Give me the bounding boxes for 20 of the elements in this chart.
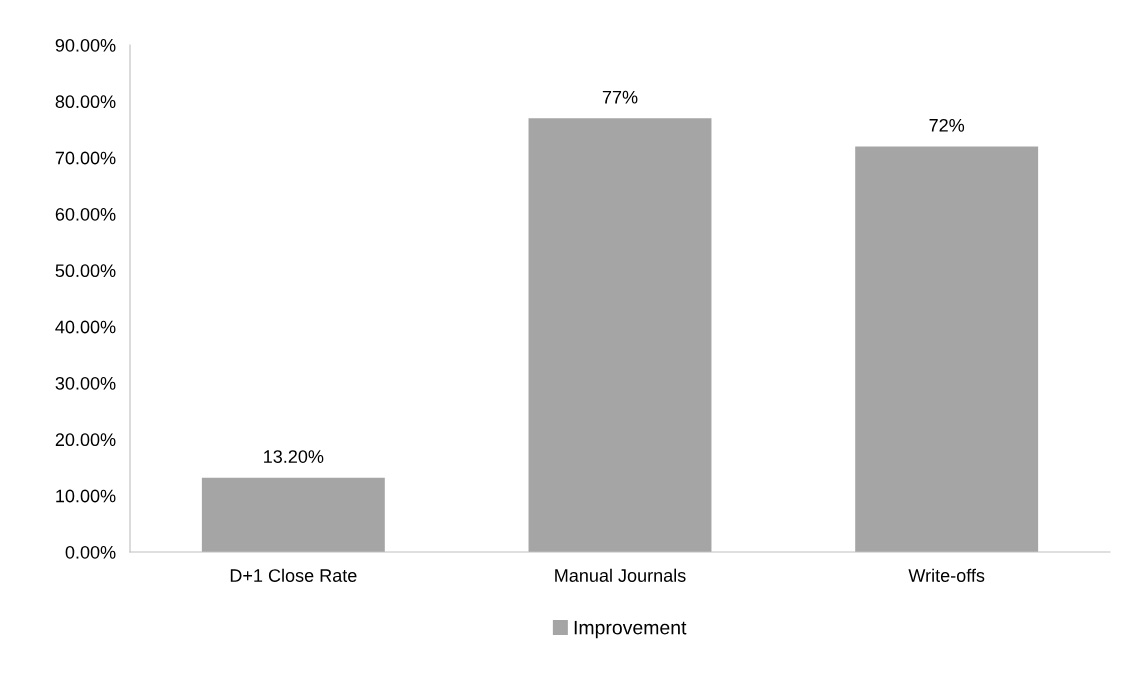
legend-label: Improvement xyxy=(574,620,687,639)
data-label: 77% xyxy=(602,90,638,104)
x-tick-label: Write-offs xyxy=(908,568,985,582)
y-tick-label: 60.00% xyxy=(55,207,116,221)
bar xyxy=(201,477,385,552)
y-tick-label: 90.00% xyxy=(55,38,116,52)
data-label: 13.20% xyxy=(264,450,324,463)
y-tick-label: 20.00% xyxy=(55,433,116,447)
y-tick-label: 0.00% xyxy=(65,545,116,559)
data-label: 72% xyxy=(929,118,965,132)
bar xyxy=(528,118,712,552)
y-tick-label: 80.00% xyxy=(55,95,116,109)
y-tick-label: 40.00% xyxy=(55,320,116,334)
y-tick-label: 50.00% xyxy=(55,264,116,278)
y-tick-label: 70.00% xyxy=(55,151,116,165)
x-tick-label: Manual Journals xyxy=(555,568,686,582)
y-tick-label: 30.00% xyxy=(55,376,116,390)
y-tick-label: 10.00% xyxy=(56,489,116,503)
bar xyxy=(855,146,1039,552)
x-tick-label: D+1 Close Rate xyxy=(230,568,357,582)
